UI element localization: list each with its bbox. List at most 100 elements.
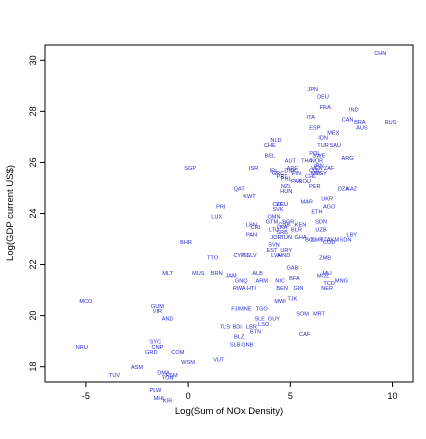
y-tick-label: 18 [28,362,38,372]
country-point: LVA [271,253,281,259]
country-point: PAN [246,232,257,238]
country-point: PAK [291,179,302,185]
country-point: ESP [309,125,320,131]
country-point: ARM [255,278,268,284]
country-point: VUT [213,358,225,364]
country-point: BGR [282,220,294,226]
country-point: KWT [243,194,256,200]
country-point: ETH [311,210,322,216]
country-point: KIR [163,398,172,404]
country-point: ASM [131,365,143,371]
country-point: MLT [162,271,173,277]
country-point: TUR [317,143,329,149]
country-point: GUY [268,317,280,323]
country-point: CYP [233,253,245,259]
country-point: LBN [246,222,257,228]
country-point: SLB [230,342,241,348]
country-point: MCO [79,299,93,305]
country-point: PRT [277,174,289,180]
x-tick-label: 5 [288,391,293,401]
country-point: NZL [281,184,292,190]
country-point: AUT [285,158,297,164]
country-point: KAZ [346,187,357,193]
country-point: RUS [385,120,397,126]
country-point: TJK [287,296,297,302]
country-point: TUV [109,373,120,379]
country-point: JPN [308,87,319,93]
country-point: ISL [241,253,249,259]
x-tick-label: 10 [388,391,398,401]
country-point: SYC [150,340,162,346]
country-point: TTO [207,255,219,261]
country-point: DZA [338,187,349,193]
country-point: ARG [342,156,354,162]
country-point: MUS [192,271,205,277]
country-point: SWE [313,153,326,159]
country-point: COM [171,350,184,356]
country-point: GRC [272,171,284,177]
country-point: GUM [151,304,164,310]
country-point: TGO [256,307,269,313]
country-point: TCD [323,281,335,287]
country-point: LTU [269,227,279,233]
country-point: FRA [319,105,330,111]
country-point: BHR [180,240,192,246]
country-point: MOZ [317,273,330,279]
x-axis-label: Log(Sum of NOx Density) [175,406,283,417]
country-point: MWI [274,299,286,305]
country-point: DNK [284,169,296,175]
country-point: TON [162,375,174,381]
country-point: SDN [315,220,327,226]
country-point: OMN [267,215,280,221]
country-point: CZE [272,202,283,208]
country-point: SOM [296,312,309,318]
country-point: AND [162,317,174,323]
country-point: LBR [246,324,257,330]
country-point: SVN [268,243,280,249]
y-tick-label: 28 [28,106,38,116]
country-point: DEU [317,95,329,101]
country-point: GNB [241,342,253,348]
country-point: FIN [292,171,301,177]
country-point: TLS [220,324,231,330]
y-axis-label: Log(GDP current US$) [5,165,16,261]
country-point: NLD [270,138,281,144]
country-point: LUX [211,215,222,221]
country-point: MAR [300,199,312,205]
country-point: BDI [233,324,243,330]
country-point: NER [321,286,333,292]
country-point: URY [280,248,292,254]
country-point: SRB [276,230,288,236]
y-tick-label: 30 [28,55,38,65]
country-point: NOR [311,158,323,164]
country-point: IRN [314,164,324,170]
country-point: SLV [246,253,256,259]
country-point: POL [309,151,320,157]
country-point: BEL [265,153,276,159]
country-point: PLW [150,388,162,394]
country-point: MEX [327,130,339,136]
country-point: LBY [346,232,357,238]
country-point: NIC [275,278,285,284]
country-point: BLZ [234,335,245,341]
country-point: IRL [270,169,279,175]
country-point: CAF [299,332,311,338]
x-tick-label: 0 [186,391,191,401]
country-point: EGY [315,171,327,177]
country-point: MNG [335,278,348,284]
country-point: EST [266,248,277,254]
country-point: QAT [234,187,246,193]
country-point: ZAF [324,166,335,172]
country-point: SAU [330,143,342,149]
country-point: CMR [311,238,324,244]
country-point: WSM [181,360,195,366]
country-point: ROU [298,179,310,185]
country-point: GAB [286,266,298,272]
country-point: MNE [239,307,252,313]
country-point: ZMB [319,255,331,261]
country-point: CHN [374,51,386,57]
country-point: IND [349,107,359,113]
country-point: VEN [311,166,323,172]
